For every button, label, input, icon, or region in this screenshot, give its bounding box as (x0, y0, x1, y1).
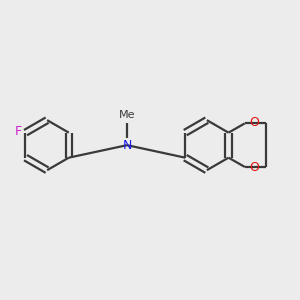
Text: N: N (122, 139, 132, 152)
Text: F: F (15, 124, 22, 137)
Text: O: O (249, 161, 259, 174)
Text: Me: Me (119, 110, 135, 120)
Text: O: O (249, 116, 259, 129)
